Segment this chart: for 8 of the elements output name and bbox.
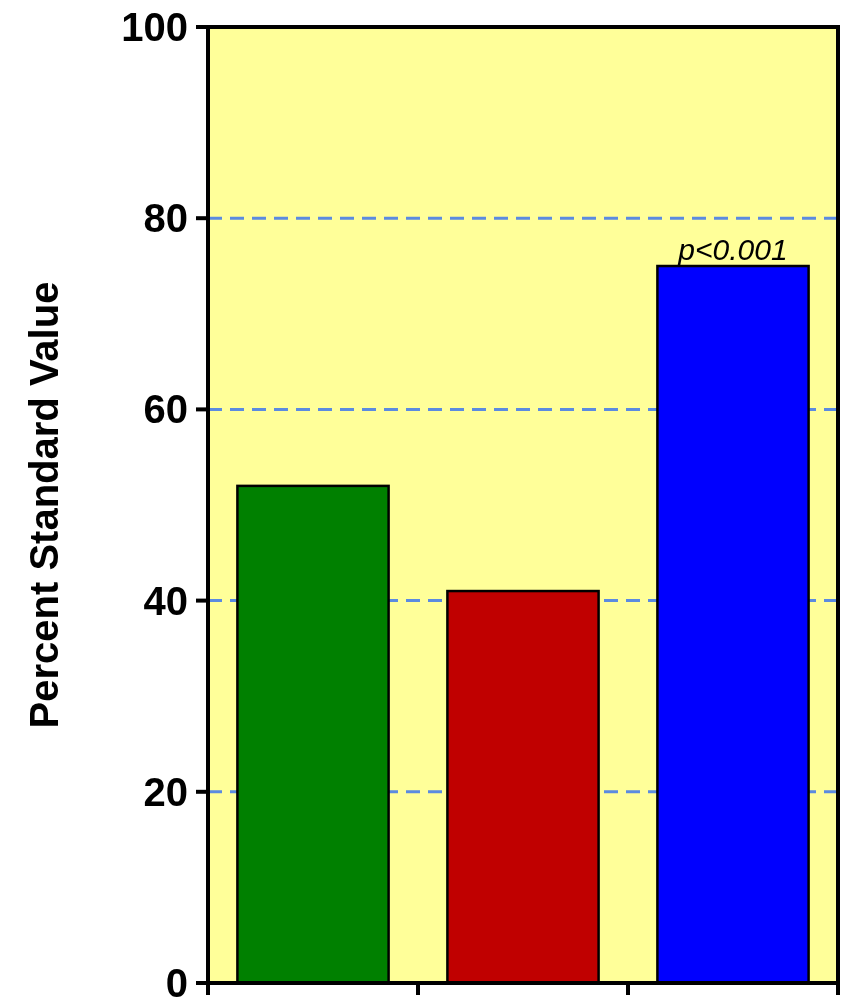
y-tick-label: 60: [143, 387, 188, 432]
y-tick-label: 0: [165, 961, 188, 1003]
y-axis-title: Percent Standard Value: [22, 281, 66, 729]
y-tick-label: 100: [121, 5, 188, 49]
y-tick-label: 40: [143, 578, 188, 623]
y-tick-label: 80: [143, 196, 188, 241]
y-tick-label: 20: [143, 769, 188, 814]
annotation: p<0.001: [677, 233, 788, 266]
